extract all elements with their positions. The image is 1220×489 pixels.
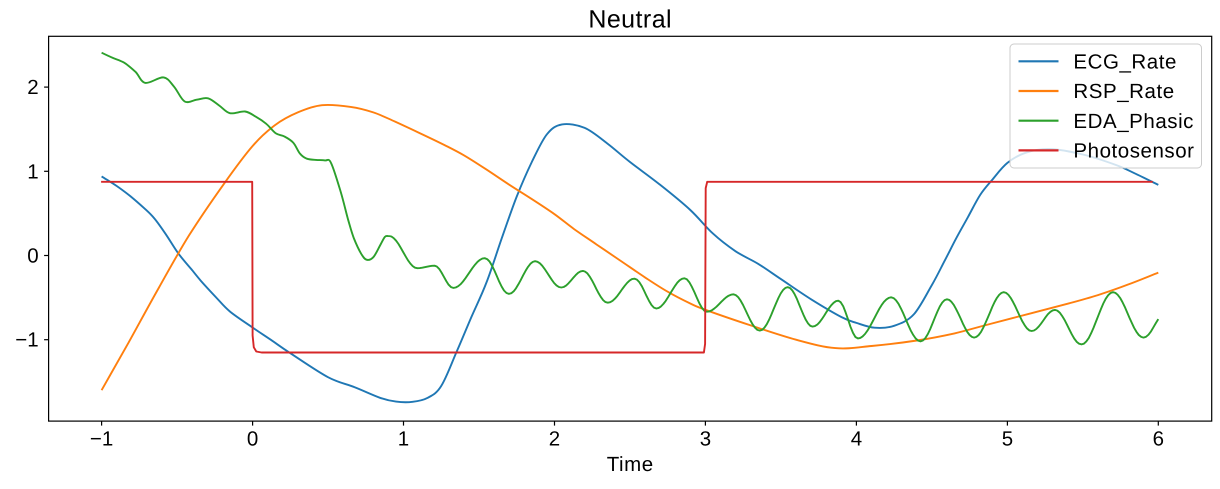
svg-text:−1: −1 — [15, 329, 38, 352]
svg-text:4: 4 — [851, 428, 862, 451]
svg-text:1: 1 — [398, 428, 409, 451]
svg-text:6: 6 — [1153, 428, 1164, 451]
svg-text:5: 5 — [1002, 428, 1013, 451]
svg-text:ECG_Rate: ECG_Rate — [1073, 51, 1177, 74]
svg-text:Time: Time — [607, 453, 654, 476]
svg-text:2: 2 — [27, 76, 38, 99]
svg-text:1: 1 — [27, 160, 38, 183]
svg-text:Photosensor: Photosensor — [1073, 140, 1194, 163]
svg-text:−1: −1 — [90, 428, 113, 451]
svg-text:0: 0 — [27, 245, 38, 268]
svg-text:3: 3 — [700, 428, 711, 451]
svg-text:EDA_Phasic: EDA_Phasic — [1073, 110, 1194, 133]
svg-text:Neutral: Neutral — [588, 6, 672, 34]
svg-text:RSP_Rate: RSP_Rate — [1073, 80, 1174, 103]
svg-text:2: 2 — [549, 428, 560, 451]
svg-text:0: 0 — [247, 428, 258, 451]
